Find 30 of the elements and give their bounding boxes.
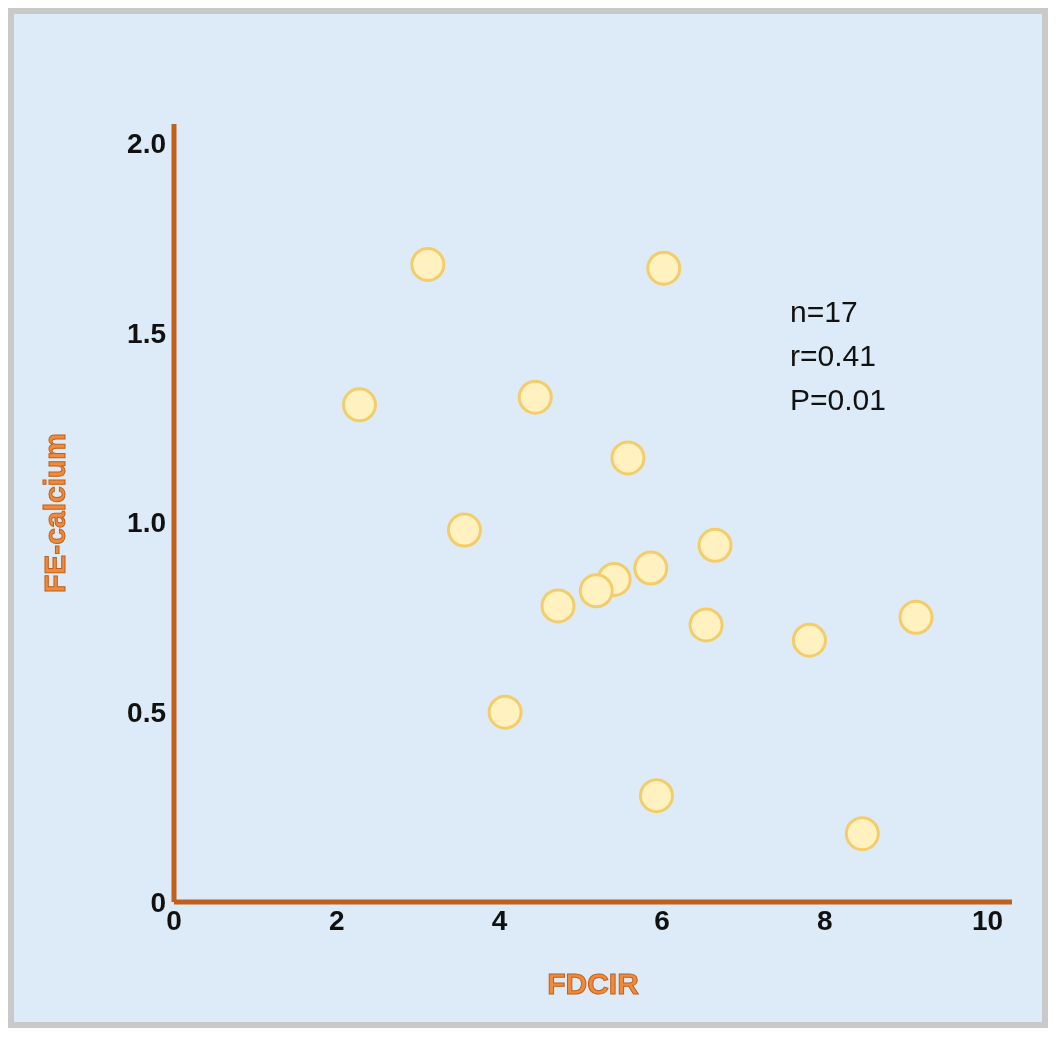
point [633, 550, 669, 586]
point [517, 379, 553, 415]
y-axis-title: FE-calcium [37, 432, 71, 594]
point [791, 622, 827, 658]
annotation: r=0.41 [790, 338, 877, 374]
annotation: P=0.01 [790, 382, 886, 418]
point [410, 246, 446, 282]
point [342, 387, 377, 423]
y-tick-label: 0.5 [127, 697, 166, 729]
point [540, 588, 576, 624]
point [844, 816, 880, 852]
y-tick-label: 2.0 [127, 127, 166, 159]
point [446, 512, 482, 548]
point [638, 778, 674, 814]
x-tick-label: 6 [654, 905, 670, 936]
y-tick-label: 1.0 [127, 507, 166, 539]
point [610, 440, 646, 476]
point [578, 573, 614, 609]
point [487, 694, 523, 730]
point [688, 607, 724, 643]
point [898, 599, 934, 635]
point [646, 250, 682, 286]
x-tick-label: 10 [972, 905, 1004, 936]
x-tick-label: 8 [817, 905, 833, 936]
y-tick-label: 1.5 [127, 317, 166, 349]
x-axis-title: FDCIR [547, 967, 640, 1000]
point [697, 527, 733, 563]
x-tick-label: 2 [328, 905, 345, 936]
x-tick-label: 4 [491, 905, 508, 936]
annotation: n=17 [790, 294, 859, 330]
